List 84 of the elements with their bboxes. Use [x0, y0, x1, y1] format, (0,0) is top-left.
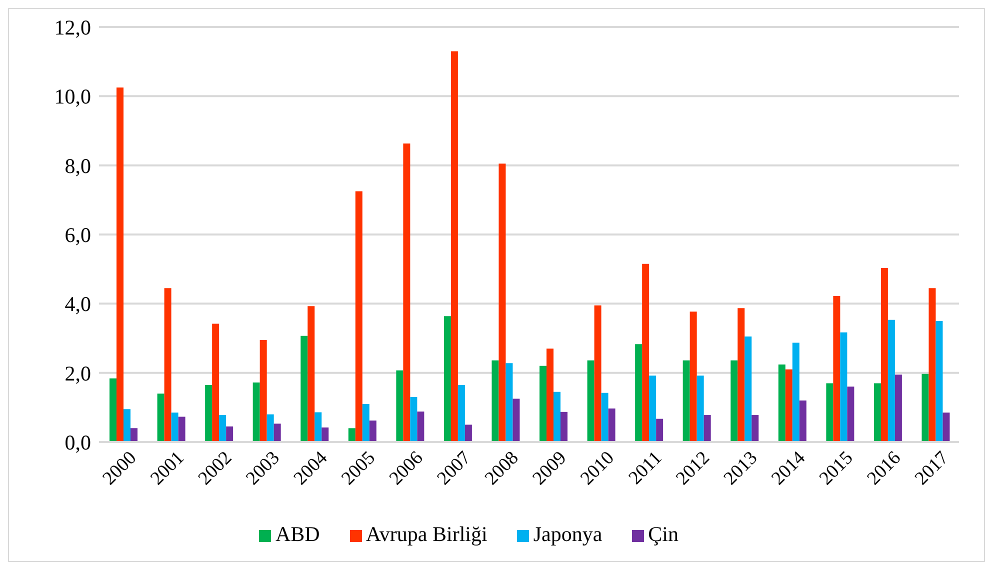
bar [110, 378, 117, 442]
bar [696, 376, 704, 442]
bar [300, 336, 308, 442]
bar [212, 324, 220, 442]
bar [266, 414, 274, 442]
legend-label: Avrupa Birliği [366, 522, 488, 546]
bar [936, 320, 943, 442]
bar [164, 288, 172, 442]
bar [252, 382, 260, 442]
bar [417, 412, 424, 442]
y-tick-label: 4,0 [64, 292, 91, 316]
bar [847, 386, 854, 442]
bar [880, 268, 888, 442]
y-tick-label: 12,0 [54, 15, 91, 40]
bar [403, 144, 410, 442]
bar [704, 415, 711, 442]
bar [219, 415, 226, 442]
bar [464, 424, 472, 442]
bar [594, 305, 602, 442]
bar [792, 342, 800, 442]
bar [894, 374, 902, 442]
y-tick-label: 6,0 [64, 222, 91, 247]
bar [649, 376, 656, 442]
y-tick-label: 8,0 [64, 154, 91, 178]
legend-label: Japonya [533, 522, 602, 546]
bar [928, 288, 936, 442]
bar [826, 383, 834, 442]
bar [116, 88, 124, 442]
bar [540, 366, 547, 442]
bar [506, 363, 513, 442]
bar [785, 369, 792, 442]
bar [656, 418, 664, 442]
bar [744, 336, 752, 442]
bar [799, 400, 806, 442]
bar [226, 426, 234, 442]
bar [322, 427, 329, 442]
bar [157, 394, 164, 442]
bar [274, 424, 281, 442]
bar [362, 404, 370, 442]
bar [738, 308, 745, 442]
bar [171, 412, 178, 442]
bar [348, 428, 356, 442]
bar [642, 264, 650, 442]
bar [396, 370, 404, 442]
bar [458, 384, 465, 442]
bar [450, 51, 458, 442]
bar [840, 332, 848, 442]
bar [942, 412, 950, 442]
bar [355, 191, 362, 442]
bar [690, 312, 697, 442]
legend-label: ABD [275, 522, 320, 546]
bar [369, 420, 376, 442]
x-tick-label: 2011 [624, 448, 666, 489]
bar [752, 415, 759, 442]
bar [124, 409, 131, 442]
bar [130, 428, 138, 442]
bar [635, 344, 642, 442]
bar [874, 383, 881, 442]
bar [601, 392, 608, 442]
bar [560, 412, 568, 442]
bar [308, 306, 315, 442]
bar [498, 164, 506, 442]
bar [888, 320, 895, 442]
bar [314, 412, 322, 442]
y-tick-label: 10,0 [54, 84, 91, 109]
bar [410, 397, 418, 442]
bar [778, 364, 786, 442]
bar [587, 360, 594, 442]
bar [260, 340, 267, 442]
bar [205, 384, 212, 442]
y-tick-label: 2,0 [64, 361, 91, 386]
bar [682, 360, 690, 442]
bar [512, 398, 520, 442]
bar [554, 392, 561, 442]
bar [833, 296, 840, 442]
bar [444, 316, 451, 442]
bar [178, 416, 186, 442]
bar [608, 408, 616, 442]
bar [492, 360, 499, 442]
y-tick-label: 0,0 [64, 430, 91, 454]
bar [546, 348, 554, 442]
bar [922, 374, 929, 442]
legend-label: Çin [648, 522, 679, 546]
bar [730, 360, 738, 442]
